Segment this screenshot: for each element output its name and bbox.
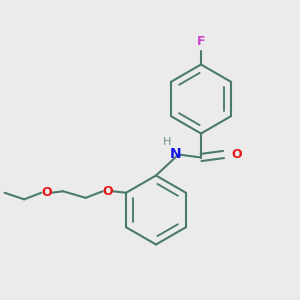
- Text: N: N: [170, 148, 181, 161]
- Text: O: O: [231, 148, 242, 161]
- Text: O: O: [41, 186, 52, 199]
- Text: F: F: [197, 35, 205, 48]
- Text: H: H: [163, 137, 171, 147]
- Text: O: O: [103, 185, 113, 198]
